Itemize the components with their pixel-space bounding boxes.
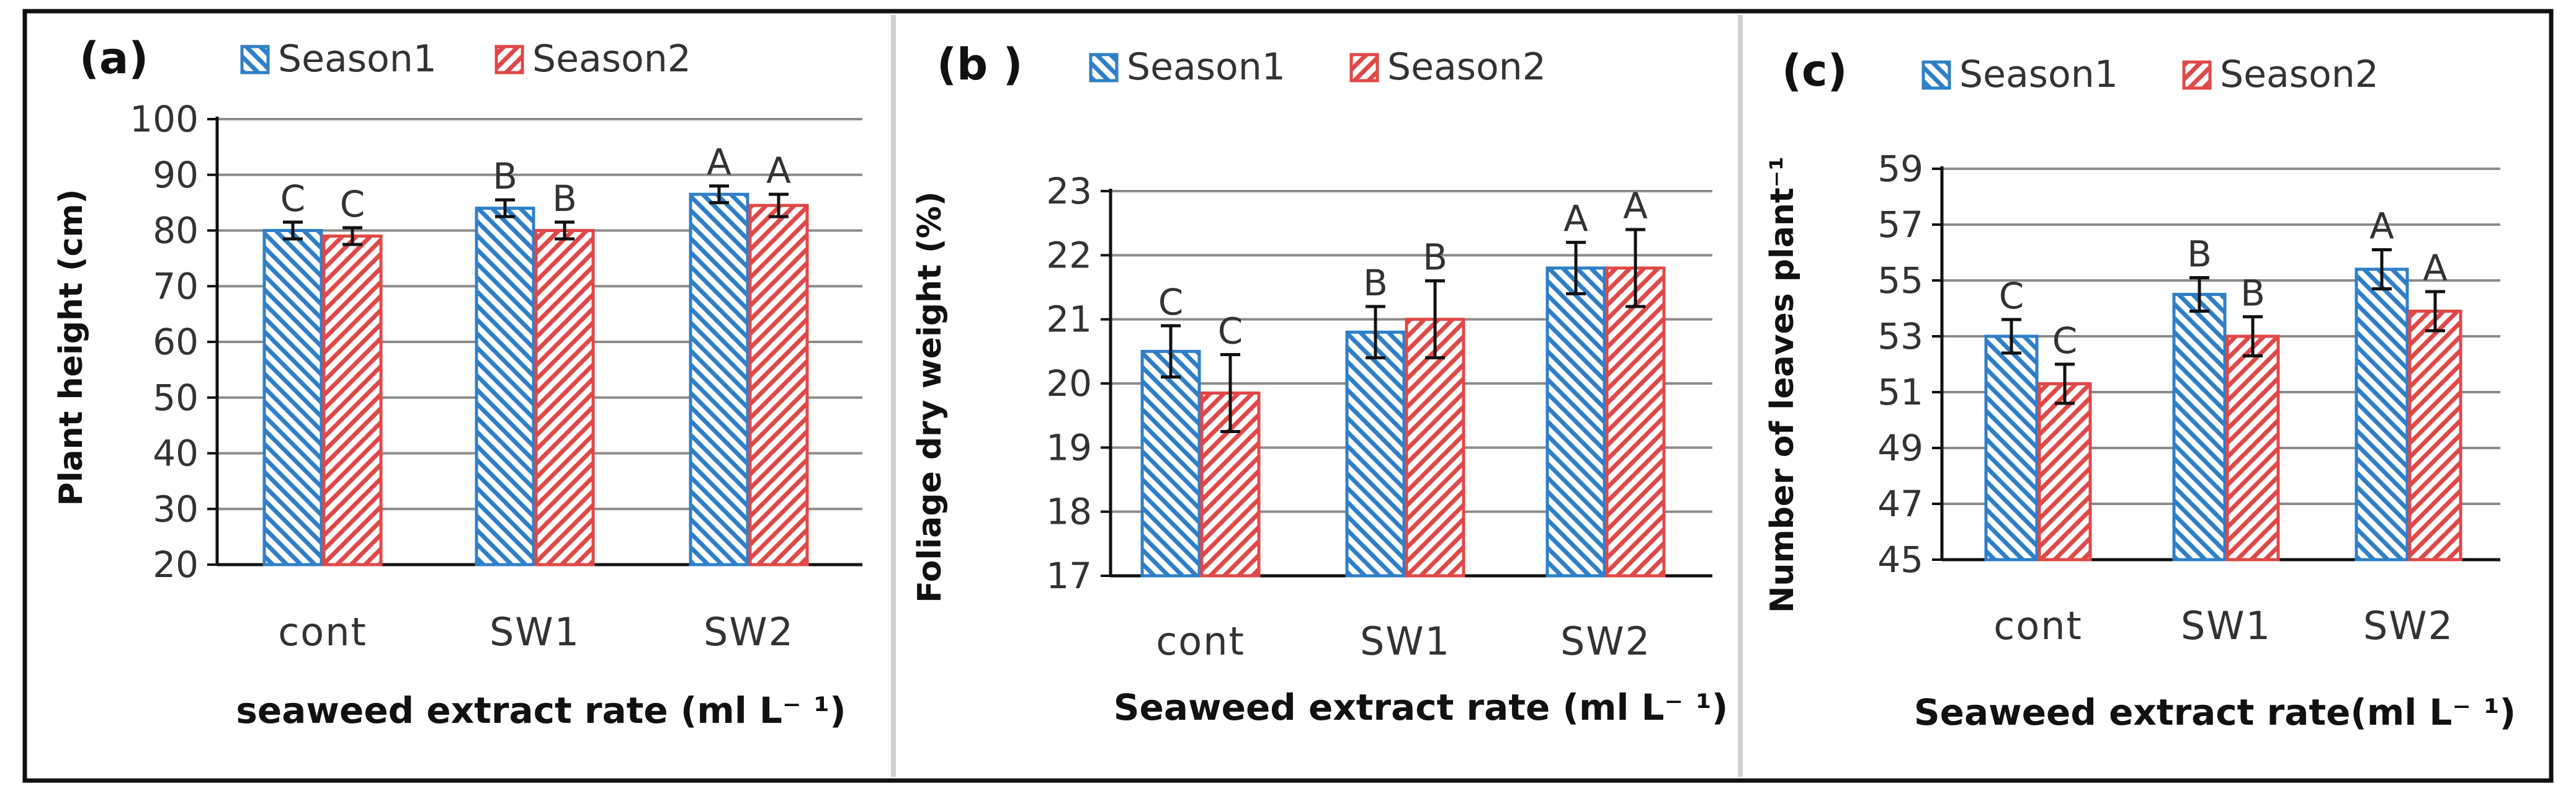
bar-season1-cont [1140, 349, 1201, 578]
legend-swatch-season2 [494, 45, 524, 74]
bar-season1-sw2 [689, 192, 749, 566]
bar-season2-cont [322, 234, 383, 566]
significance-letter: C [340, 183, 365, 225]
legend-label-season1: Season1 [1127, 45, 1286, 89]
significance-letter: C [1999, 275, 2024, 317]
legend-label-season2: Season2 [2220, 53, 2379, 96]
x-tick-label: cont [278, 609, 367, 655]
y-tick-label: 20 [153, 544, 199, 586]
significance-letter: B [552, 177, 577, 220]
y-tick-label: 51 [1877, 371, 1923, 413]
bar-season2-sw1 [2225, 334, 2280, 562]
y-tick-label: 20 [1046, 362, 1092, 405]
significance-letter: A [766, 150, 791, 192]
y-tick-label: 59 [1877, 148, 1923, 190]
y-tick-label: 55 [1877, 259, 1923, 302]
y-tick-label: 50 [153, 377, 199, 419]
bar-season1-cont [1984, 334, 2039, 562]
legend-label-season1: Season1 [1959, 53, 2118, 96]
significance-letter: C [280, 177, 306, 220]
y-tick-label: 53 [1877, 315, 1923, 357]
significance-letter: A [2423, 247, 2448, 289]
y-tick-label: 21 [1046, 298, 1092, 341]
y-axis-title: Foliage dry weight (%) [911, 191, 949, 602]
bar-season1-sw2 [2355, 267, 2409, 562]
outer-frame [22, 9, 2554, 783]
panel-letter: (a) [79, 33, 148, 84]
y-tick-label: 57 [1877, 204, 1923, 246]
y-tick-label: 17 [1046, 555, 1092, 597]
bar-season1-cont [262, 229, 323, 566]
legend: Season1 Season2 [240, 37, 691, 81]
bar-season2-sw1 [1405, 318, 1465, 578]
y-tick-label: 47 [1877, 483, 1923, 525]
bar-season1-sw1 [1345, 330, 1406, 578]
bar-season1-sw1 [475, 207, 535, 566]
bar-season2-sw1 [534, 229, 595, 566]
significance-letter: C [2052, 320, 2078, 362]
x-axis-title: Seaweed extract rate(ml L⁻ ¹) [1914, 691, 2516, 733]
significance-letter: A [1563, 198, 1588, 240]
y-tick-label: 18 [1046, 491, 1092, 533]
y-axis-title: Number of leaves plant⁻¹ [1764, 156, 1801, 613]
significance-letter: B [2187, 233, 2212, 275]
bar-season1-sw1 [2172, 293, 2227, 562]
y-tick-label: 49 [1877, 427, 1923, 469]
significance-letter: B [2240, 272, 2265, 315]
x-axis-title: Seaweed extract rate (ml L⁻ ¹) [1114, 686, 1728, 728]
legend: Season1 Season2 [1089, 45, 1546, 89]
x-tick-label: SW1 [1360, 619, 1451, 664]
x-tick-label: SW2 [704, 609, 794, 655]
legend: Season1 Season2 [1921, 53, 2379, 96]
bar-season1-sw2 [1545, 266, 1606, 578]
x-tick-label: cont [1993, 603, 2083, 648]
y-tick-label: 19 [1046, 426, 1092, 468]
legend-label-season2: Season2 [532, 37, 691, 81]
y-tick-label: 30 [153, 488, 199, 530]
significance-letter: C [1218, 310, 1243, 352]
legend-swatch-season2 [1349, 53, 1379, 83]
y-tick-label: 22 [1046, 234, 1092, 276]
panel-letter: (c) [1782, 45, 1847, 96]
panel-letter: (b ) [937, 39, 1022, 90]
y-tick-label: 80 [153, 210, 199, 252]
x-tick-label: SW1 [2181, 603, 2271, 648]
legend-swatch-season1 [1089, 53, 1119, 83]
significance-letter: A [1623, 185, 1648, 227]
legend-swatch-season1 [1921, 60, 1951, 90]
x-tick-label: SW2 [2363, 603, 2454, 648]
y-tick-label: 90 [153, 154, 199, 196]
legend-label-season2: Season2 [1387, 45, 1546, 89]
significance-letter: A [2369, 205, 2394, 248]
y-tick-label: 40 [153, 432, 199, 475]
legend-swatch-season2 [2182, 60, 2212, 90]
x-tick-label: cont [1156, 619, 1245, 664]
x-axis-title: seaweed extract rate (ml L⁻ ¹) [236, 689, 846, 732]
bar-season2-sw2 [2408, 310, 2462, 562]
bar-season2-sw2 [1605, 266, 1666, 578]
y-axis-title: Plant height (cm) [53, 189, 90, 506]
legend-swatch-season1 [240, 45, 270, 74]
significance-letter: B [493, 155, 517, 197]
significance-letter: B [1423, 236, 1447, 279]
y-tick-label: 45 [1877, 539, 1923, 581]
y-tick-label: 23 [1046, 170, 1092, 212]
significance-letter: A [707, 141, 731, 184]
legend-label-season1: Season1 [278, 37, 437, 81]
x-tick-label: SW2 [1560, 619, 1651, 664]
bar-season2-sw2 [748, 204, 809, 566]
y-tick-label: 70 [153, 265, 199, 307]
y-tick-label: 100 [130, 98, 199, 140]
y-tick-label: 60 [153, 321, 199, 363]
significance-letter: B [1363, 262, 1388, 304]
bar-season2-cont [2037, 382, 2092, 562]
x-tick-label: SW1 [490, 609, 580, 655]
significance-letter: C [1158, 281, 1184, 323]
